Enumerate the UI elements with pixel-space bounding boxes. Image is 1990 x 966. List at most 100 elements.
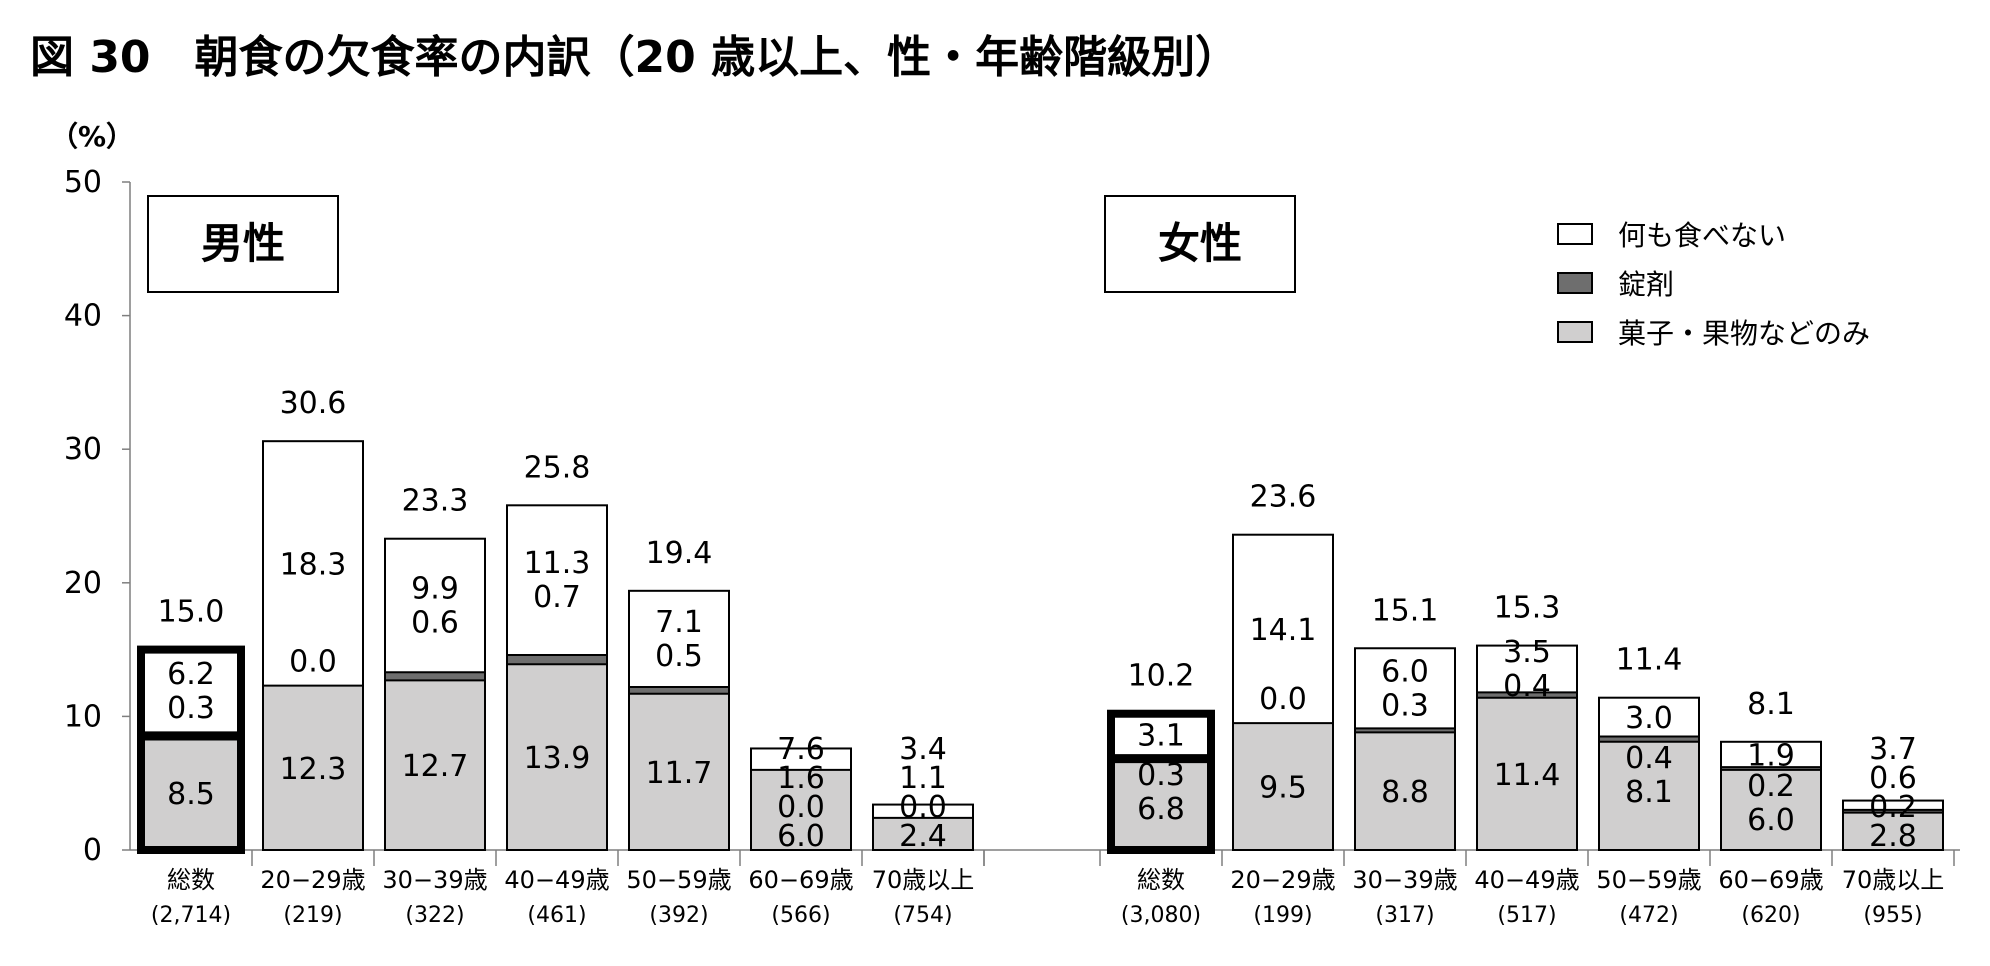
data-label-snack: 9.5: [1259, 771, 1307, 806]
y-tick-label: 10: [64, 699, 102, 734]
bar-segment-supplement: [385, 672, 485, 681]
panel-label: 男性: [201, 219, 285, 268]
y-tick-label: 30: [64, 432, 102, 467]
bar-segment-nothing: [1599, 697, 1699, 737]
bar-segment-supplement: [1355, 728, 1455, 733]
x-sample-size-label: (517): [1497, 903, 1556, 928]
data-label-snack: 6.0: [1747, 803, 1795, 838]
legend-label-nothing: 何も食べない: [1618, 219, 1786, 252]
data-label-total: 3.4: [899, 732, 947, 767]
bar-segment-nothing: [141, 649, 241, 733]
bar-segment-snack: [1477, 697, 1577, 850]
data-label-snack: 13.9: [524, 741, 591, 776]
x-category-label: 60−69歳: [1718, 866, 1823, 894]
x-sample-size-label: (754): [893, 903, 952, 928]
data-label-supplement: 0.0: [289, 645, 337, 680]
bar-outline: [137, 645, 245, 854]
chart-title: 図 30 朝食の欠食率の内訳（20 歳以上、性・年齢階級別）: [30, 32, 1239, 83]
legend-swatch-supplement: [1557, 272, 1593, 294]
x-category-label: 50−59歳: [1596, 866, 1701, 894]
x-sample-size-label: (461): [527, 903, 586, 928]
bar-outline: [872, 803, 974, 851]
bar-segment-supplement: [1721, 767, 1821, 770]
y-tick-label: 20: [64, 566, 102, 601]
x-sample-size-label: (620): [1741, 903, 1800, 928]
bar-segment-nothing: [263, 441, 363, 686]
x-category-label: 総数: [1137, 866, 1185, 894]
y-tick-label: 40: [64, 299, 102, 334]
data-label-total: 7.6: [777, 732, 825, 767]
data-label-nothing: 14.1: [1250, 613, 1317, 648]
x-category-label: 70歳以上: [872, 866, 975, 894]
y-unit-label: （%）: [50, 120, 134, 153]
x-sample-size-label: (472): [1619, 903, 1678, 928]
data-label-snack: 11.7: [646, 756, 713, 791]
panel-label-box: [147, 195, 339, 293]
data-label-total: 8.1: [1747, 687, 1795, 722]
x-category-label: 総数: [167, 866, 215, 894]
x-sample-size-label: (3,080): [1121, 903, 1201, 928]
data-label-snack: 12.3: [280, 752, 347, 787]
bar-segment-nothing: [1111, 713, 1211, 756]
bar-segment-nothing: [385, 538, 485, 673]
data-label-supplement: 0.3: [1137, 758, 1185, 793]
x-category-label: 60−69歳: [748, 866, 853, 894]
data-label-nothing: 9.9: [411, 572, 459, 607]
bar-outline: [1232, 533, 1334, 851]
data-label-total: 15.3: [1494, 591, 1561, 626]
data-label-nothing: 18.3: [280, 547, 347, 582]
data-label-snack: 8.1: [1625, 775, 1673, 810]
bar-segment-snack: [1355, 732, 1455, 850]
bar-segment-nothing: [629, 590, 729, 688]
data-label-snack: 2.4: [899, 819, 947, 854]
bar-segment-snack: [141, 736, 241, 850]
data-label-total: 25.8: [524, 450, 591, 485]
x-sample-size-label: (2,714): [151, 903, 231, 928]
data-label-total: 19.4: [646, 536, 713, 571]
x-category-label: 70歳以上: [1842, 866, 1945, 894]
x-category-label: 30−39歳: [382, 866, 487, 894]
data-label-snack: 8.5: [167, 777, 215, 812]
bar-outline: [262, 440, 364, 851]
bar-segment-snack: [263, 685, 363, 850]
bar-segment-snack: [1599, 741, 1699, 850]
data-label-nothing: 0.6: [1869, 761, 1917, 796]
data-label-nothing: 3.5: [1503, 635, 1551, 670]
y-tick-label: 50: [64, 165, 102, 200]
x-category-label: 40−49歳: [504, 866, 609, 894]
legend-label-snack: 菓子・果物などのみ: [1618, 317, 1870, 350]
data-label-total: 23.3: [402, 484, 469, 519]
bar-segment-snack: [1721, 769, 1821, 850]
x-category-label: 20−29歳: [260, 866, 365, 894]
bar-outline: [1842, 799, 1944, 851]
data-label-nothing: 1.9: [1747, 738, 1795, 773]
data-label-nothing: 6.2: [167, 657, 215, 692]
data-label-snack: 8.8: [1381, 775, 1429, 810]
bar-segment-nothing: [873, 804, 973, 818]
data-label-snack: 6.8: [1137, 792, 1185, 827]
data-label-total: 10.2: [1128, 659, 1195, 694]
data-label-nothing: 1.6: [777, 761, 825, 796]
bar-segment-supplement: [1477, 692, 1577, 698]
data-label-total: 30.6: [280, 386, 347, 421]
bar-segment-supplement: [507, 654, 607, 665]
data-label-supplement: 0.2: [1747, 769, 1795, 804]
data-label-nothing: 1.1: [899, 761, 947, 796]
bar-segment-snack: [873, 817, 973, 850]
data-label-supplement: 0.6: [411, 606, 459, 641]
x-sample-size-label: (219): [283, 903, 342, 928]
data-label-supplement: 0.0: [1259, 682, 1307, 717]
data-label-nothing: 7.1: [655, 605, 703, 640]
bar-segment-nothing: [1477, 645, 1577, 693]
bar-segment-snack: [629, 693, 729, 850]
bar-outline: [1720, 740, 1822, 851]
panel-label-box: [1104, 195, 1296, 293]
data-label-nothing: 3.0: [1625, 701, 1673, 736]
bar-outline: [750, 747, 852, 851]
x-category-label: 30−39歳: [1352, 866, 1457, 894]
bar-segment-snack: [507, 664, 607, 850]
bar-segment-nothing: [507, 505, 607, 655]
bar-segment-snack: [1111, 759, 1211, 850]
